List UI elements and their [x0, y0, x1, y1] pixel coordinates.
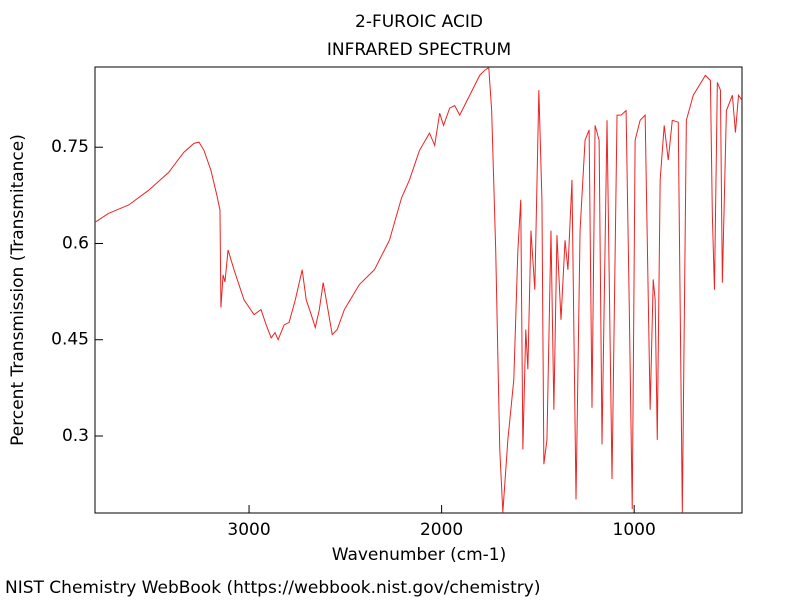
footer: NIST Chemistry WebBook (https://webbook.…: [5, 578, 540, 598]
chart-title: 2-FUROIC ACID: [355, 12, 483, 32]
plot-frame: [94, 66, 743, 514]
chart-subtitle: INFRARED SPECTRUM: [327, 40, 511, 60]
x-axis-label: Wavenumber (cm-1): [332, 545, 507, 565]
y-tick-label: 0.75: [51, 137, 89, 157]
spectrum-line: [94, 66, 743, 513]
y-tick-label: 0.6: [62, 233, 89, 253]
y-tick-label: 0.3: [62, 426, 89, 446]
x-tick-label: 1000: [613, 520, 656, 540]
y-axis-label: Percent Transmission (Transmitance): [8, 134, 28, 446]
x-tick-label: 2000: [420, 520, 463, 540]
y-tick-label: 0.45: [51, 330, 89, 350]
x-tick-label: 3000: [227, 520, 270, 540]
